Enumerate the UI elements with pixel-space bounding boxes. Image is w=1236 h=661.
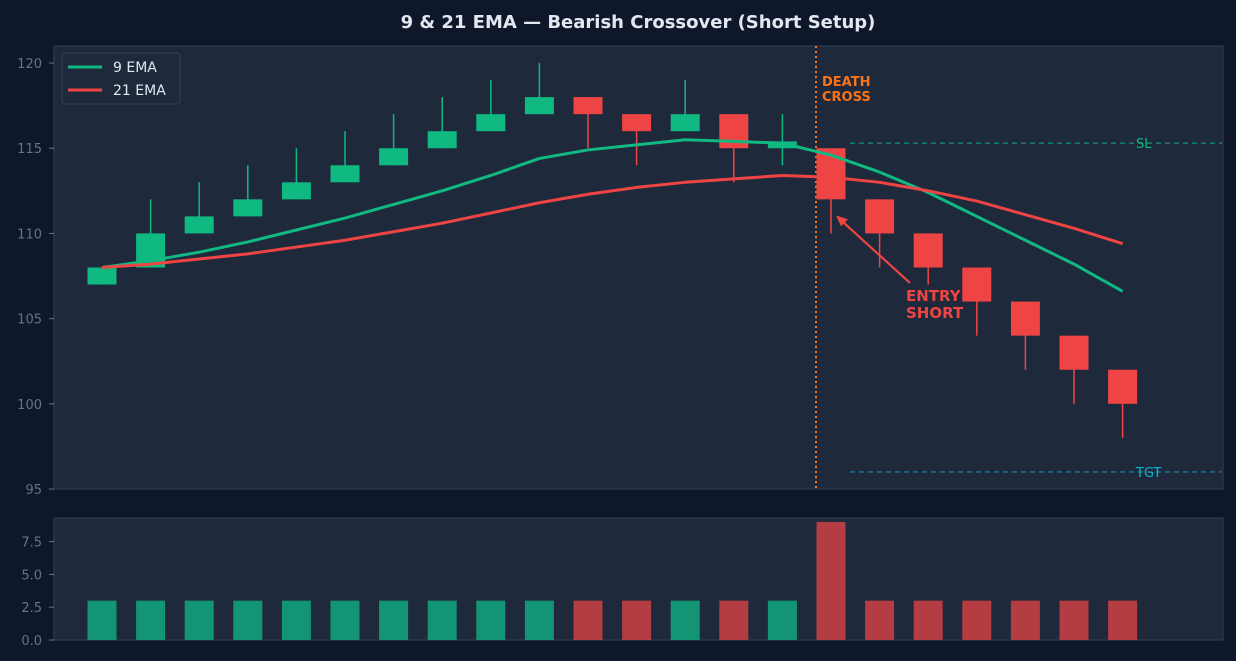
volume-bars: [87, 521, 1138, 640]
price-tick-label: 100: [17, 398, 42, 413]
candle-body: [87, 267, 117, 285]
ema-9-line: [101, 138, 1124, 293]
death-cross-label: DEATH CROSS: [822, 75, 871, 105]
volume-tick-label: 0.0: [21, 634, 42, 649]
candle-body: [622, 114, 652, 132]
candle-body: [233, 199, 263, 217]
volume-bar: [962, 600, 992, 640]
volume-bar: [281, 600, 311, 640]
ema-21-line: [101, 173, 1124, 269]
chart-title: 9 & 21 EMA — Bearish Crossover (Short Se…: [401, 12, 876, 33]
volume-bar: [427, 600, 457, 640]
volume-bar: [573, 600, 603, 640]
candle-body: [962, 267, 992, 302]
volume-tick-label: 2.5: [21, 601, 42, 616]
entry-arrow-head: [836, 215, 848, 227]
volume-bar: [1108, 600, 1138, 640]
candle-body: [913, 233, 943, 268]
entry-arrow-shaft: [838, 217, 911, 284]
volume-bar: [524, 600, 554, 640]
volume-bar: [670, 600, 700, 640]
level-lines: SL TGT: [815, 46, 1222, 489]
volume-tick-label: 5.0: [21, 568, 42, 583]
volume-bar: [719, 600, 749, 640]
volume-bar: [184, 600, 214, 640]
candle-body: [427, 131, 457, 149]
price-tick-label: 110: [17, 227, 42, 242]
candle-body: [767, 141, 797, 149]
price-tick-label: 120: [17, 57, 42, 72]
candle-body: [524, 97, 554, 115]
volume-tick-label: 7.5: [21, 536, 42, 551]
entry-short-label: ENTRY SHORT: [906, 287, 964, 322]
price-panel: [53, 45, 1224, 490]
volume-y-axis: 0.0 2.5 5.0 7.5: [21, 536, 54, 649]
volume-bar: [379, 600, 409, 640]
candle-body: [184, 216, 214, 234]
candle-body: [865, 199, 895, 234]
volume-bar: [476, 600, 506, 640]
candle-body: [476, 114, 506, 132]
candle-body: [330, 165, 360, 183]
death-cross-label-line: DEATH: [822, 75, 870, 90]
entry-short-label-line: ENTRY: [906, 287, 962, 305]
candle-body: [281, 182, 311, 200]
candle-body: [670, 114, 700, 132]
price-tick-label: 95: [25, 483, 42, 498]
death-cross-label-line: CROSS: [822, 90, 871, 105]
candle-body: [379, 148, 409, 166]
legend-label-21-ema: 21 EMA: [113, 83, 166, 99]
volume-bar: [816, 521, 846, 640]
stop-loss-label: SL: [1136, 137, 1152, 152]
annotations: DEATH CROSS ENTRY SHORT: [822, 75, 964, 322]
volume-bar: [87, 600, 117, 640]
price-y-axis: 95 100 105 110 115 120: [17, 57, 54, 498]
candle-body: [1108, 369, 1138, 404]
volume-bar: [330, 600, 360, 640]
ema-lines: [101, 138, 1124, 293]
legend: 9 EMA 21 EMA: [61, 52, 181, 105]
candle-body: [1010, 301, 1040, 336]
volume-bar: [233, 600, 263, 640]
volume-bar: [913, 600, 943, 640]
candle-body: [816, 148, 846, 200]
volume-bar: [1010, 600, 1040, 640]
target-label: TGT: [1135, 466, 1162, 481]
legend-label-9-ema: 9 EMA: [113, 60, 157, 76]
entry-short-label-line: SHORT: [906, 304, 964, 322]
volume-bar: [767, 600, 797, 640]
volume-bar: [865, 600, 895, 640]
price-tick-label: 115: [17, 142, 42, 157]
volume-bar: [136, 600, 166, 640]
volume-bar: [1059, 600, 1089, 640]
candle-body: [573, 97, 603, 115]
volume-bar: [622, 600, 652, 640]
candle-body: [1059, 335, 1089, 370]
price-tick-label: 105: [17, 313, 42, 328]
